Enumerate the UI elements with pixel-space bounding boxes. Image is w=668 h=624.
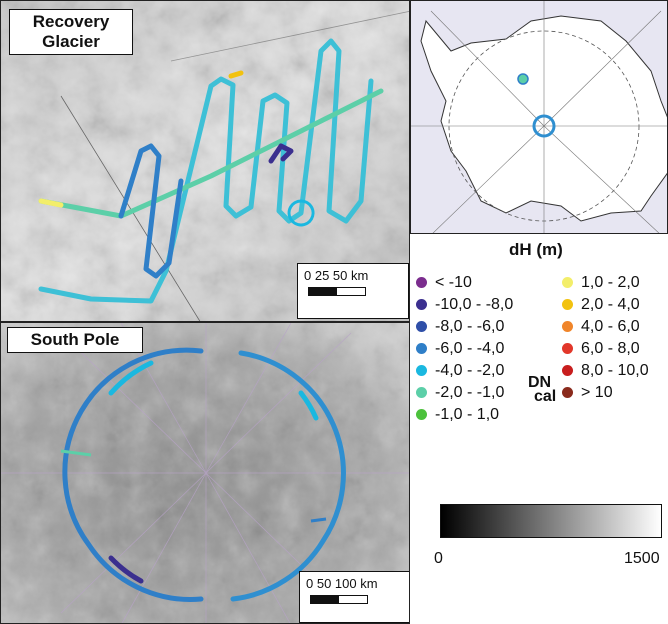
legend-swatch	[562, 365, 573, 376]
legend-swatch	[416, 277, 427, 288]
legend-item: 8,0 - 10,0	[562, 362, 649, 380]
recovery-glacier-label: Recovery Glacier	[9, 9, 133, 55]
legend-item: 4,0 - 6,0	[562, 318, 640, 336]
legend-swatch	[562, 299, 573, 310]
legend-swatch	[416, 343, 427, 354]
pole-track	[230, 350, 346, 602]
legend-item: 2,0 - 4,0	[562, 296, 640, 314]
legend-swatch	[416, 409, 427, 420]
pole-survey-ring	[532, 114, 556, 138]
pole-track	[298, 390, 319, 421]
colorbar-title: DN cal	[528, 374, 557, 405]
legend-swatch	[562, 387, 573, 398]
south-pole-scale-bar: 0 50 100 km	[299, 571, 409, 623]
track-segment	[118, 143, 184, 279]
legend-swatch	[416, 387, 427, 398]
legend-item: -2,0 - -1,0	[416, 384, 504, 402]
recovery-survey-marker	[517, 73, 529, 85]
legend-item: -4,0 - -2,0	[416, 362, 504, 380]
south-pole-map[interactable]: South Pole 0 50 100 km	[0, 322, 410, 624]
track-segment	[287, 199, 315, 227]
legend-swatch	[562, 277, 573, 288]
antarctica-overview-map[interactable]	[410, 0, 668, 234]
track-segment	[38, 198, 64, 208]
legend-item: -6,0 - -4,0	[416, 340, 504, 358]
track-segment	[38, 38, 374, 304]
recovery-scale-bar: 0 25 50 km	[297, 263, 409, 319]
legend-item: > 10	[562, 384, 613, 402]
legend-swatch	[562, 321, 573, 332]
legend: dH (m) < -10 -10,0 - -8,0 -8,0 - -6,0 -6…	[412, 236, 668, 624]
legend-title: dH (m)	[509, 240, 563, 259]
legend-swatch	[562, 343, 573, 354]
legend-swatch	[416, 365, 427, 376]
south-pole-terrain	[1, 323, 409, 623]
legend-item: 6,0 - 8,0	[562, 340, 640, 358]
colorbar-min-label: 0	[434, 550, 443, 567]
legend-item: -1,0 - 1,0	[416, 406, 499, 424]
pole-track	[108, 360, 154, 396]
track-segment	[268, 143, 294, 164]
pole-track	[62, 347, 204, 602]
pole-track	[108, 555, 144, 584]
legend-item: -10,0 - -8,0	[416, 296, 513, 314]
legend-swatch	[416, 299, 427, 310]
recovery-glacier-map[interactable]: Recovery Glacier 0 25 50 km	[0, 0, 410, 322]
track-segment	[38, 88, 384, 219]
colorbar-max-label: 1500	[624, 550, 660, 567]
legend-item: 1,0 - 2,0	[562, 274, 640, 292]
antarctica-outline	[411, 1, 667, 233]
south-pole-label: South Pole	[7, 327, 143, 353]
dn-colorbar	[440, 504, 662, 538]
track-segment	[228, 70, 244, 79]
legend-swatch	[416, 321, 427, 332]
legend-item: -8,0 - -6,0	[416, 318, 504, 336]
legend-item: < -10	[416, 274, 472, 292]
